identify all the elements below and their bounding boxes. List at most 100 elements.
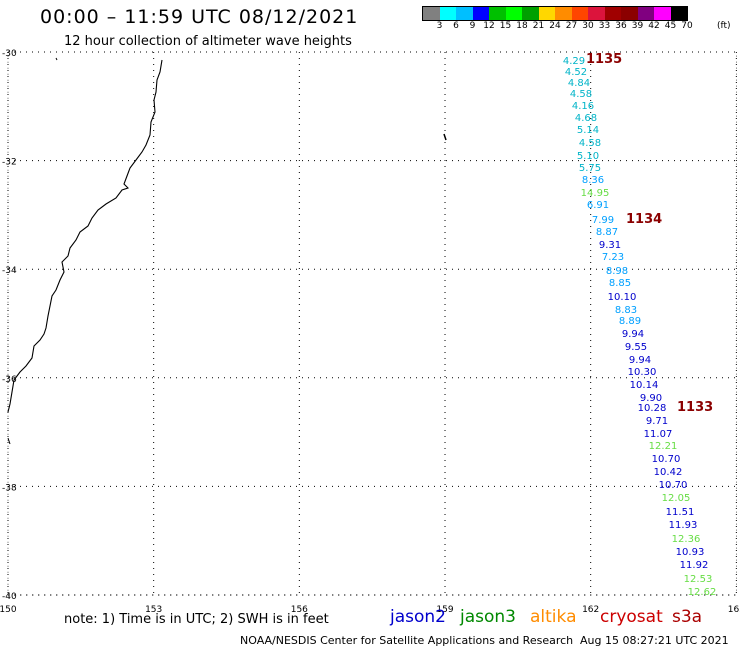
scale-swatch	[621, 7, 638, 20]
wave-height-reading: 10.42	[654, 467, 683, 478]
wave-height-reading: 9.90	[640, 393, 662, 404]
scale-swatch	[456, 7, 473, 20]
scale-swatch	[522, 7, 539, 20]
wave-height-reading: 7.99	[592, 215, 614, 226]
scale-label: 27	[565, 21, 578, 31]
scale-unit: (ft)	[717, 21, 731, 31]
wave-height-reading: 9.71	[646, 416, 668, 427]
wave-height-reading: 11.51	[666, 507, 695, 518]
lon-tick-label: 165	[728, 605, 740, 615]
satellite-label-altika: altika	[530, 607, 577, 627]
scale-label: 6	[453, 21, 459, 31]
lat-tick-label: -36	[2, 375, 17, 385]
wave-height-reading: 10.30	[628, 367, 657, 378]
lon-tick-label: 153	[145, 605, 162, 615]
color-scale	[422, 6, 688, 21]
map-title: 00:00 – 11:59 UTC 08/12/2021	[40, 6, 359, 28]
island	[443, 133, 447, 141]
wave-height-reading: 4.58	[570, 89, 592, 100]
scale-label: 70	[681, 21, 693, 31]
wave-height-reading: 9.94	[622, 329, 644, 340]
scale-swatch	[505, 7, 522, 20]
map-subtitle: 12 hour collection of altimeter wave hei…	[64, 34, 352, 49]
scale-swatch	[472, 7, 489, 20]
lon-tick-label: 162	[582, 605, 599, 615]
track-label: 1133	[677, 400, 713, 415]
credit-line: NOAA/NESDIS Center for Satellite Applica…	[240, 634, 574, 647]
coastline	[7, 59, 163, 413]
wave-height-reading: 8.87	[596, 227, 618, 238]
lon-tick-label: 156	[291, 605, 308, 615]
wave-height-reading: 10.28	[638, 403, 667, 414]
footnote: note: 1) Time is in UTC; 2) SWH is in fe…	[64, 612, 329, 627]
wave-height-reading: 4.84	[568, 78, 590, 89]
scale-swatch	[555, 7, 572, 20]
scale-swatch	[654, 7, 671, 20]
wave-height-reading: 5.10	[577, 151, 599, 162]
wave-height-reading: 9.55	[625, 342, 647, 353]
scale-label: 45	[664, 21, 677, 31]
wave-height-reading: 8.85	[609, 278, 631, 289]
lon-tick-label: 159	[436, 605, 453, 615]
wave-height-reading: 11.92	[680, 560, 709, 571]
wave-height-reading: 12.62	[688, 587, 717, 598]
wave-height-reading: 11.93	[669, 520, 698, 531]
wave-height-reading: 11.07	[644, 429, 673, 440]
wave-height-reading: 10.93	[676, 547, 705, 558]
wave-height-reading: 5.75	[579, 163, 601, 174]
satellite-label-jason3: jason3	[460, 607, 516, 627]
wave-height-reading: 10.70	[652, 454, 681, 465]
wave-height-reading: 8.83	[615, 305, 637, 316]
scale-swatch	[588, 7, 605, 20]
scale-swatch	[489, 7, 506, 20]
scale-swatch	[670, 7, 687, 20]
scale-label: 39	[631, 21, 644, 31]
track-label: 1134	[626, 212, 662, 227]
satellite-label-s3a: s3a	[672, 607, 703, 627]
wave-height-reading: 7.23	[602, 252, 624, 263]
wave-height-reading: 8.89	[619, 316, 641, 327]
timestamp: Aug 15 08:27:21 UTC 2021	[580, 634, 729, 647]
coastline-fragment	[7, 437, 11, 445]
scale-label: 18	[516, 21, 528, 31]
scale-label: 42	[648, 21, 660, 31]
wave-height-reading: 8.98	[606, 266, 628, 277]
scale-swatch	[604, 7, 621, 20]
wave-height-reading: 4.58	[579, 138, 601, 149]
wave-height-reading: 10.10	[608, 292, 637, 303]
wave-height-reading: 6.91	[587, 200, 609, 211]
wave-height-reading: 9.94	[629, 355, 651, 366]
wave-height-reading: 4.52	[565, 67, 587, 78]
scale-label: 15	[499, 21, 512, 31]
scale-label: 9	[469, 21, 476, 31]
scale-swatch	[637, 7, 654, 20]
satellite-label-cryosat: cryosat	[600, 607, 663, 627]
scale-label: 24	[549, 21, 561, 31]
scale-label: 12	[483, 21, 495, 31]
scale-swatch	[423, 7, 440, 20]
wave-height-reading: 10.14	[630, 380, 659, 391]
wave-height-reading: 4.29	[563, 56, 585, 67]
wave-height-reading: 12.53	[684, 574, 713, 585]
coastline-dot	[55, 57, 58, 61]
wave-height-reading: 12.36	[672, 534, 701, 545]
lat-tick-label: -40	[2, 592, 17, 602]
satellite-label-jason2: jason2	[390, 607, 446, 627]
lat-tick-label: -30	[2, 49, 17, 59]
scale-swatch	[538, 7, 555, 20]
wave-height-reading: 12.21	[649, 441, 678, 452]
lat-tick-label: -34	[2, 266, 17, 276]
lon-tick-label: 150	[0, 605, 17, 615]
scale-label: 21	[532, 21, 545, 31]
scale-swatch	[439, 7, 456, 20]
wave-height-reading: 4.16	[572, 101, 594, 112]
wave-height-reading: 5.14	[577, 125, 599, 136]
wave-height-reading: 10.70	[659, 480, 688, 491]
scale-label: 36	[615, 21, 627, 31]
wave-height-reading: 12.05	[662, 493, 691, 504]
lat-tick-label: -32	[2, 158, 17, 168]
wave-height-reading: 4.68	[575, 113, 597, 124]
lat-tick-label: -38	[2, 483, 17, 493]
wave-height-reading: 8.36	[582, 175, 604, 186]
track-label: 1135	[586, 52, 622, 67]
